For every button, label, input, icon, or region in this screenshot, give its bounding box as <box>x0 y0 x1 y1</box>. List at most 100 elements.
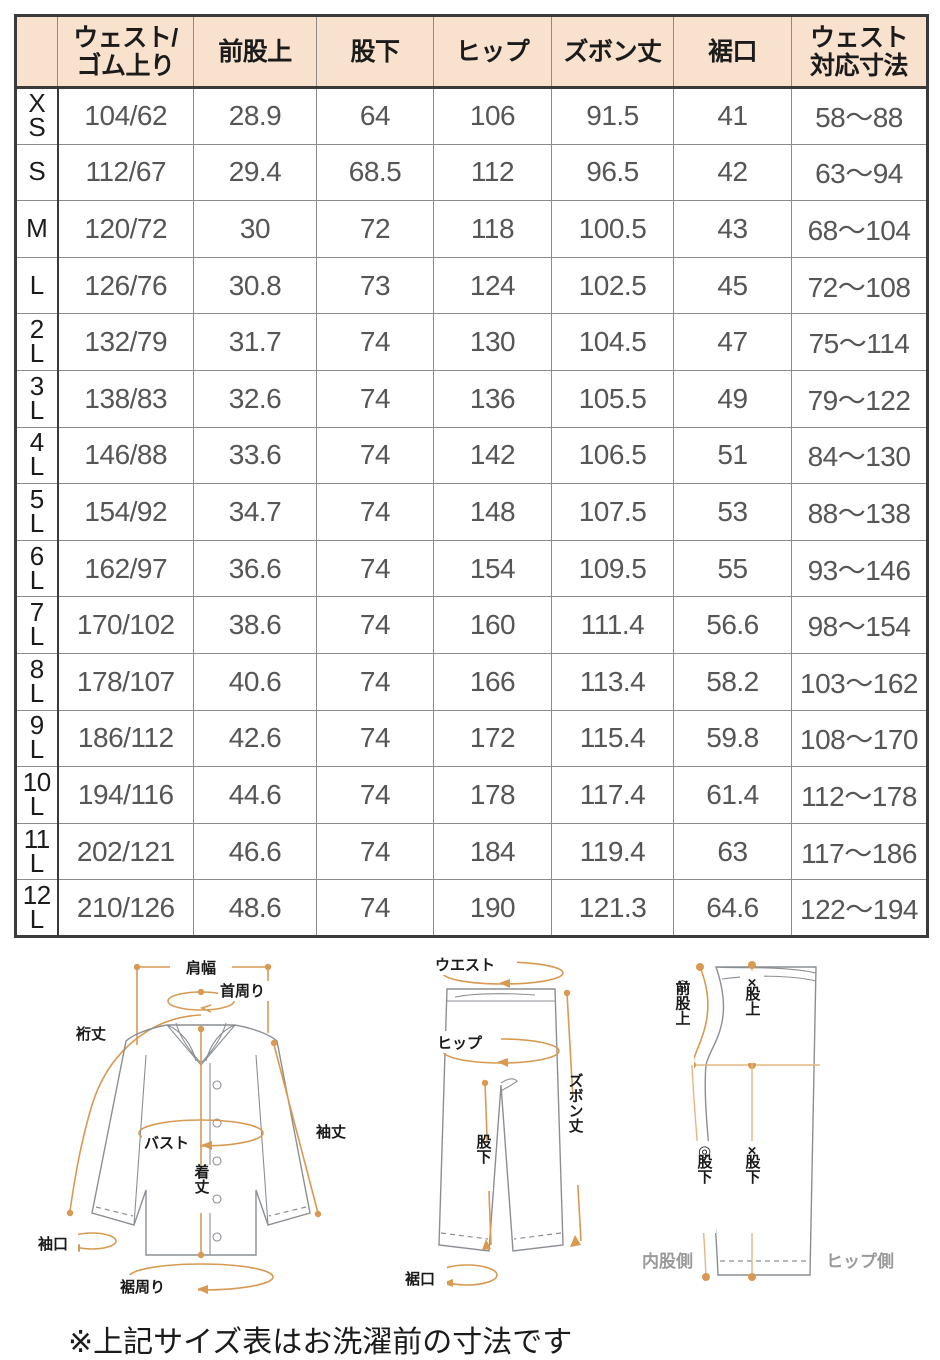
cell-hem: 58.2 <box>673 652 792 711</box>
jacket-bust-label: バスト <box>144 1135 189 1152</box>
size-label-part: L <box>29 790 44 821</box>
cell-hem: 59.8 <box>673 709 792 768</box>
size-label-part: M <box>26 213 48 244</box>
cell-inseam: 68.5 <box>316 143 434 202</box>
cell-waist-fit: 112〜178 <box>791 766 928 824</box>
cell-waist-gum: 170/102 <box>57 596 194 654</box>
column-header-size <box>15 15 58 89</box>
jacket-sleeve-length-label: 袖丈 <box>316 1123 346 1141</box>
jacket-diagram: 肩幅 首周り 裄丈 <box>30 945 390 1315</box>
cell-inseam: 74 <box>316 369 434 428</box>
column-header-front-rise: 前股上 <box>193 15 317 89</box>
table-row: S 112/67 29.4 68.5 112 96.5 42 63〜94 <box>15 143 928 202</box>
cell-front-rise: 48.6 <box>193 879 317 937</box>
jacket-shoulder-width-label: 肩幅 <box>186 959 216 977</box>
cell-inseam: 73 <box>316 256 434 315</box>
cell-waist-gum: 132/79 <box>57 313 194 371</box>
cell-waist-gum: 126/76 <box>57 256 194 315</box>
crotch-rise-label: 股上 <box>744 986 761 1016</box>
size-label-part: L <box>29 621 44 652</box>
cell-waist-gum: 120/72 <box>57 200 194 258</box>
size-label-part: 7 <box>29 597 44 628</box>
cell-pants-length: 105.5 <box>551 369 674 428</box>
cell-waist-fit: 117〜186 <box>791 822 928 881</box>
size-label-part: 5 <box>29 484 44 515</box>
cell-front-rise: 30 <box>193 200 317 258</box>
crotch-inseam-outer-label: 股下 <box>744 1154 761 1185</box>
cell-hip: 184 <box>433 822 552 881</box>
cell-pants-length: 121.3 <box>551 879 674 937</box>
cell-hip: 130 <box>433 313 552 371</box>
cell-hip: 136 <box>433 369 552 428</box>
cell-inseam: 64 <box>316 87 434 145</box>
size-table-container: ウェスト/ ゴム上り 前股上 股下 ヒップ ズボン丈 裾口 ウェスト 対応寸法 … <box>14 14 929 938</box>
table-row: 3 L 138/83 32.6 74 136 105.5 49 79〜122 <box>15 369 928 428</box>
size-label-part: 9 <box>29 710 44 741</box>
pants-hem-label: 裾口 <box>405 1270 435 1288</box>
pants-length-label: ズボン丈 <box>567 1072 584 1134</box>
cell-waist-fit: 98〜154 <box>791 596 928 654</box>
table-row: 8 L 178/107 40.6 74 166 113.4 58.2 103〜162 <box>15 652 928 711</box>
cell-inseam: 74 <box>316 652 434 711</box>
cell-front-rise: 36.6 <box>193 539 317 598</box>
cell-hem: 63 <box>673 822 792 881</box>
cell-hem: 49 <box>673 369 792 428</box>
jacket-hem-circumference-label: 裾周り <box>120 1278 165 1296</box>
cell-waist-gum: 178/107 <box>57 652 194 711</box>
cell-waist-fit: 108〜170 <box>791 709 928 768</box>
footnote-text: ※上記サイズ表はお洗濯前の寸法です <box>68 1326 573 1359</box>
cell-inseam: 74 <box>316 539 434 598</box>
cell-size: 11 L <box>15 822 59 881</box>
cell-waist-gum: 162/97 <box>57 539 194 598</box>
cell-waist-gum: 138/83 <box>57 369 194 428</box>
cell-pants-length: 106.5 <box>551 426 674 485</box>
cell-size: S <box>15 143 59 202</box>
cell-waist-fit: 72〜108 <box>791 256 928 315</box>
size-label-part: L <box>29 269 44 300</box>
cell-waist-fit: 63〜94 <box>791 143 928 202</box>
cell-waist-fit: 122〜194 <box>791 879 928 937</box>
size-label-part: 3 <box>29 370 44 401</box>
crotch-hip-side-label: ヒップ側 <box>826 1251 894 1271</box>
cell-pants-length: 91.5 <box>551 87 674 145</box>
crotch-inseam-inner-label: 股下 <box>696 1154 713 1185</box>
cell-pants-length: 104.5 <box>551 313 674 371</box>
cell-size: M <box>15 200 59 258</box>
cell-hip: 148 <box>433 483 552 541</box>
cell-hip: 160 <box>433 596 552 654</box>
cell-pants-length: 100.5 <box>551 200 674 258</box>
pants-diagram: ウエスト ヒップ ズボン丈 <box>395 945 635 1315</box>
cell-size: L <box>15 256 59 315</box>
cell-hem: 42 <box>673 143 792 202</box>
cell-hem: 53 <box>673 483 792 541</box>
crotch-front-rise-label: 前股上 <box>674 980 691 1026</box>
cell-front-rise: 31.7 <box>193 313 317 371</box>
cell-front-rise: 33.6 <box>193 426 317 485</box>
table-row: X S 104/62 28.9 64 106 91.5 41 58〜88 <box>15 87 928 145</box>
size-label-part: L <box>29 847 44 878</box>
size-label-part: S <box>28 156 46 187</box>
waist-fit-line2: 対応寸法 <box>809 51 909 80</box>
cell-front-rise: 30.8 <box>193 256 317 315</box>
column-header-pants-length: ズボン丈 <box>551 15 674 89</box>
cell-hem: 43 <box>673 200 792 258</box>
pants-inseam-label: 股下 <box>475 1134 492 1165</box>
cell-waist-fit: 84〜130 <box>791 426 928 485</box>
size-label-part: L <box>29 451 44 482</box>
cell-pants-length: 119.4 <box>551 822 674 881</box>
cell-hip: 178 <box>433 766 552 824</box>
cell-hem: 56.6 <box>673 596 792 654</box>
cell-inseam: 72 <box>316 200 434 258</box>
cell-hip: 124 <box>433 256 552 315</box>
cell-front-rise: 46.6 <box>193 822 317 881</box>
cell-inseam: 74 <box>316 483 434 541</box>
table-row: 11 L 202/121 46.6 74 184 119.4 63 117〜186 <box>15 822 928 881</box>
cell-waist-fit: 88〜138 <box>791 483 928 541</box>
cell-waist-gum: 112/67 <box>57 143 194 202</box>
cell-front-rise: 42.6 <box>193 709 317 768</box>
